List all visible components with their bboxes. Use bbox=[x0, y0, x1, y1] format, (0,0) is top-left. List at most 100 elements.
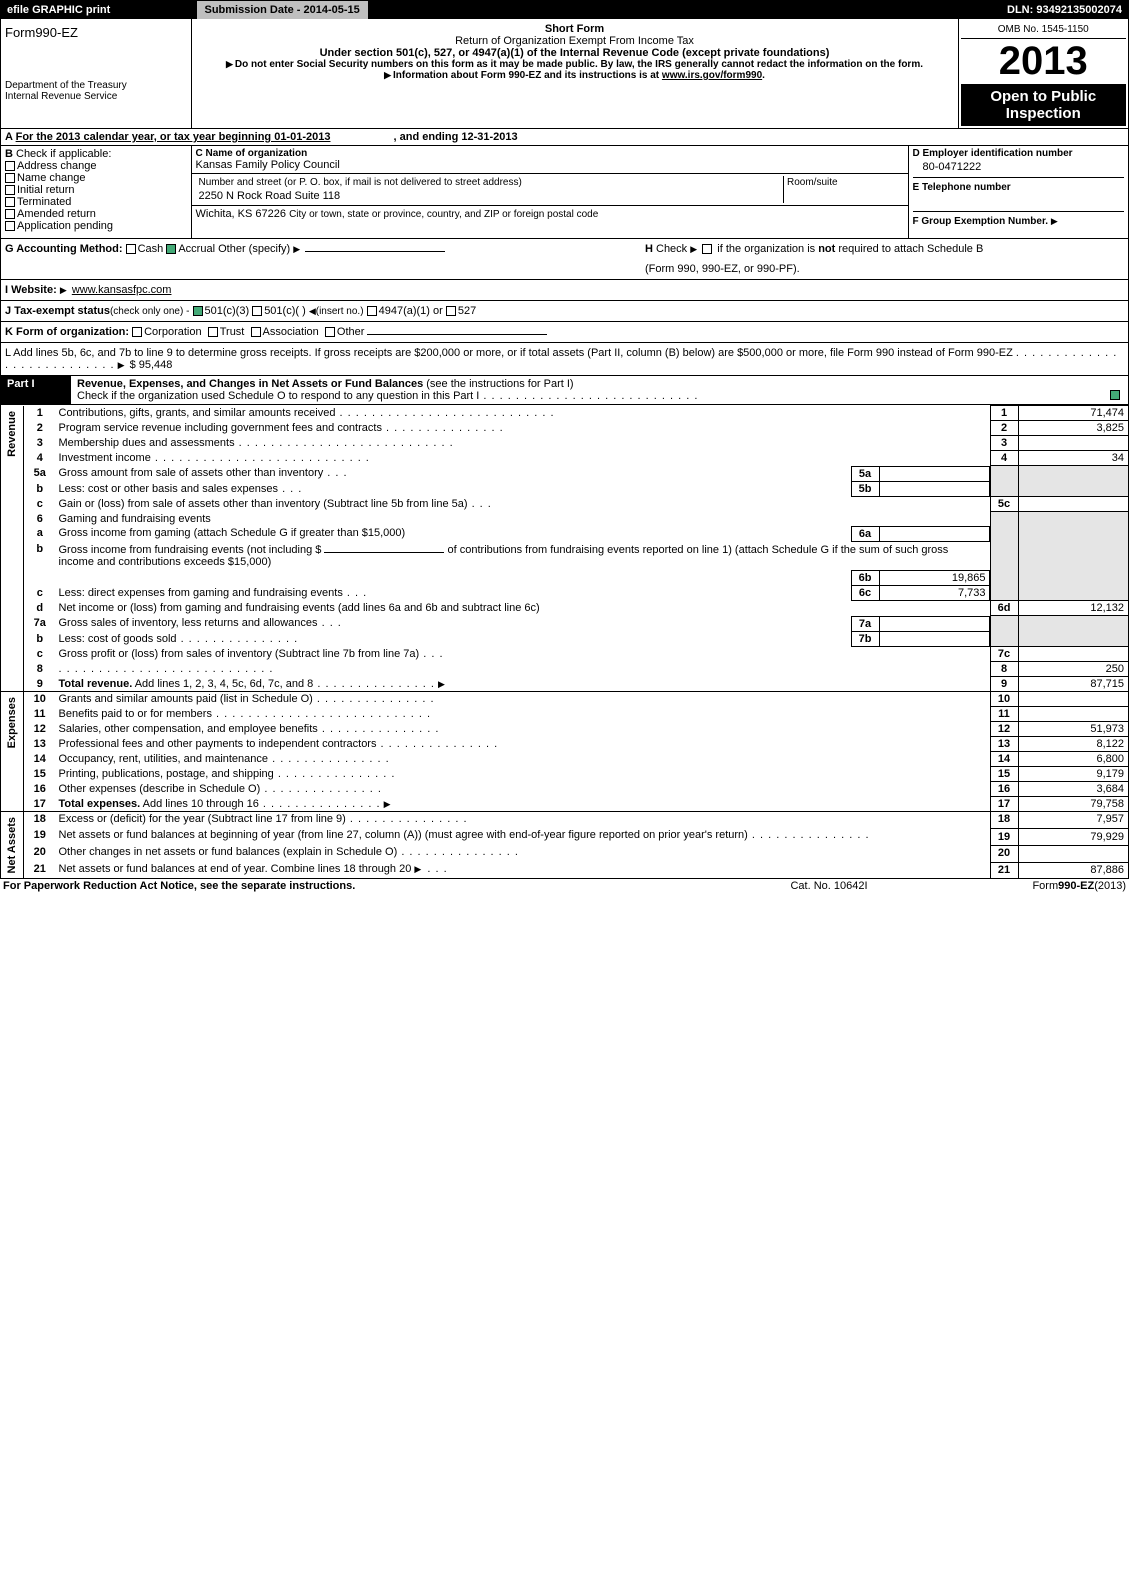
checkbox-icon[interactable] bbox=[5, 173, 15, 183]
checkbox-icon[interactable] bbox=[325, 327, 335, 337]
part1-heading: Revenue, Expenses, and Changes in Net As… bbox=[77, 378, 423, 390]
checkbox-icon[interactable] bbox=[1110, 390, 1120, 400]
line-box: 11 bbox=[990, 707, 1018, 722]
line-box: 3 bbox=[990, 436, 1018, 451]
line-box: 5b bbox=[851, 482, 879, 497]
efile-label: efile GRAPHIC print bbox=[1, 1, 191, 20]
line-num: 14 bbox=[24, 752, 56, 767]
checkbox-icon[interactable] bbox=[446, 306, 456, 316]
note1: Do not enter Social Security numbers on … bbox=[235, 59, 923, 70]
line-num: 2 bbox=[24, 421, 56, 436]
checkbox-icon[interactable] bbox=[126, 244, 136, 254]
line-val: 34 bbox=[1018, 451, 1128, 466]
table-row: 6 Gaming and fundraising events bbox=[1, 512, 1128, 526]
line-box: 4 bbox=[990, 451, 1018, 466]
part1-title: Part I bbox=[1, 376, 71, 404]
line-text: Investment income bbox=[59, 452, 151, 464]
line-val: 79,929 bbox=[1018, 828, 1128, 845]
line-num: 20 bbox=[24, 845, 56, 862]
table-row: 3 Membership dues and assessments 3 bbox=[1, 436, 1128, 451]
title-cell: Short Form Return of Organization Exempt… bbox=[191, 19, 958, 128]
line-text: Program service revenue including govern… bbox=[59, 422, 382, 434]
J-o3: 4947(a)(1) or bbox=[379, 305, 443, 317]
checkbox-icon[interactable] bbox=[132, 327, 142, 337]
footer-yr: (2013) bbox=[1094, 880, 1126, 892]
table-row: b Less: cost or other basis and sales ex… bbox=[1, 482, 1128, 497]
line-num: d bbox=[24, 601, 56, 616]
table-row: 14 Occupancy, rent, utilities, and maint… bbox=[1, 752, 1128, 767]
line-text: Gross sales of inventory, less returns a… bbox=[59, 617, 318, 629]
checkbox-icon[interactable] bbox=[702, 244, 712, 254]
line-val: 6,800 bbox=[1018, 752, 1128, 767]
line-num: c bbox=[24, 497, 56, 512]
H-sub: (Form 990, 990-EZ, or 990-PF). bbox=[645, 263, 1124, 275]
B-opt: Address change bbox=[17, 160, 97, 172]
table-row: a Gross income from gaming (attach Sched… bbox=[1, 526, 1128, 542]
org-name: Kansas Family Policy Council bbox=[196, 159, 904, 171]
line-text: Contributions, gifts, grants, and simila… bbox=[59, 407, 336, 419]
checkbox-icon[interactable] bbox=[5, 161, 15, 171]
checkbox-icon[interactable] bbox=[166, 244, 176, 254]
table-row: 2 Program service revenue including gove… bbox=[1, 421, 1128, 436]
line-num: b bbox=[24, 482, 56, 497]
checkbox-icon[interactable] bbox=[5, 185, 15, 195]
line-box: 5a bbox=[851, 466, 879, 481]
line-box: 20 bbox=[990, 845, 1018, 862]
table-row: 5a Gross amount from sale of assets othe… bbox=[1, 466, 1128, 482]
irs-label: Internal Revenue Service bbox=[5, 91, 187, 102]
line-val bbox=[1018, 497, 1128, 512]
page-footer: For Paperwork Reduction Act Notice, see … bbox=[0, 879, 1129, 893]
line-num: 8 bbox=[24, 662, 56, 677]
line-box: 1 bbox=[990, 406, 1018, 421]
checkbox-icon[interactable] bbox=[5, 209, 15, 219]
line-num: 1 bbox=[24, 406, 56, 421]
submission-date: Submission Date - 2014-05-15 bbox=[197, 1, 368, 19]
line-box: 5c bbox=[990, 497, 1018, 512]
B-opt: Application pending bbox=[17, 220, 113, 232]
line-box: 7a bbox=[851, 616, 879, 631]
line-box: 6c bbox=[851, 586, 879, 601]
checkbox-icon[interactable] bbox=[208, 327, 218, 337]
website-link[interactable]: www.kansasfpc.com bbox=[72, 284, 172, 296]
note2-pre: Information about Form 990-EZ and its in… bbox=[393, 70, 662, 81]
checkbox-icon[interactable] bbox=[252, 306, 262, 316]
line-val: 87,886 bbox=[1018, 862, 1128, 878]
form-id-cell: Form990-EZ Department of the Treasury In… bbox=[1, 19, 191, 128]
table-row: 7a Gross sales of inventory, less return… bbox=[1, 616, 1128, 632]
line-val: 3,825 bbox=[1018, 421, 1128, 436]
B-opt: Terminated bbox=[17, 196, 71, 208]
dept-treasury: Department of the Treasury bbox=[5, 80, 187, 91]
checkbox-icon[interactable] bbox=[5, 197, 15, 207]
checkbox-icon[interactable] bbox=[193, 306, 203, 316]
line-num: a bbox=[24, 526, 56, 542]
room-label: Room/suite bbox=[784, 176, 904, 189]
section-revenue: Revenue bbox=[4, 407, 20, 461]
subtitle: Under section 501(c), 527, or 4947(a)(1)… bbox=[200, 47, 950, 59]
K-opt: Trust bbox=[220, 326, 245, 338]
arrow-icon bbox=[118, 359, 127, 371]
title: Return of Organization Exempt From Incom… bbox=[200, 35, 950, 47]
checkbox-icon[interactable] bbox=[251, 327, 261, 337]
arrow-icon bbox=[226, 59, 235, 70]
G-cell: G Accounting Method: Cash Accrual Other … bbox=[1, 239, 641, 279]
line-num: c bbox=[24, 586, 56, 601]
H-text: if the organization is not required to a… bbox=[717, 243, 983, 255]
F-label: F Group Exemption Number. bbox=[913, 216, 1049, 227]
line-text: Net assets or fund balances at beginning… bbox=[59, 829, 748, 841]
line-text2: Add lines 1, 2, 3, 4, 5c, 6d, 7c, and 8 bbox=[135, 678, 314, 690]
table-row: 21 Net assets or fund balances at end of… bbox=[1, 862, 1128, 878]
irs-link[interactable]: www.irs.gov/form990 bbox=[662, 70, 762, 81]
table-row: 15 Printing, publications, postage, and … bbox=[1, 767, 1128, 782]
K-opt: Association bbox=[263, 326, 319, 338]
table-row: 16 Other expenses (describe in Schedule … bbox=[1, 782, 1128, 797]
H-cell: H Check if the organization is not requi… bbox=[641, 239, 1128, 279]
checkbox-icon[interactable] bbox=[5, 221, 15, 231]
DEF-cell: D Employer identification number 80-0471… bbox=[908, 146, 1128, 238]
line-text: Professional fees and other payments to … bbox=[59, 738, 377, 750]
header-table: Form990-EZ Department of the Treasury In… bbox=[1, 19, 1128, 128]
checkbox-icon[interactable] bbox=[367, 306, 377, 316]
line-box: 6d bbox=[990, 601, 1018, 616]
line-num: 19 bbox=[24, 828, 56, 845]
B-opt: Amended return bbox=[17, 208, 96, 220]
line-box: 7b bbox=[851, 632, 879, 647]
